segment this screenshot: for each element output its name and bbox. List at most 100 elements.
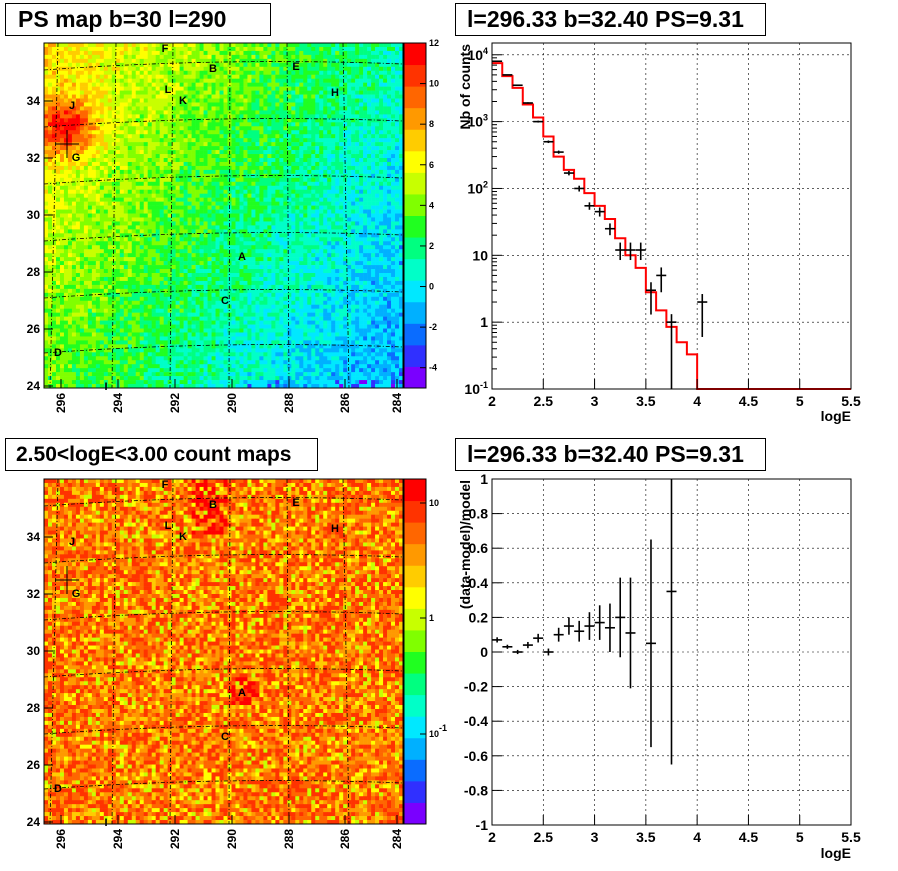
heatmap-cell [147, 213, 152, 218]
heatmap-cell [335, 54, 340, 60]
heatmap-cell [223, 229, 228, 234]
heatmap-cell [203, 229, 208, 234]
heatmap-cell [191, 237, 196, 242]
heatmap-cell [343, 205, 348, 210]
heatmap-cell [271, 253, 276, 258]
heatmap-cell [319, 185, 324, 191]
heatmap-cell [267, 221, 272, 226]
heatmap-cell [155, 126, 160, 131]
heatmap-cell [119, 50, 125, 56]
heatmap-cell [147, 43, 152, 48]
heatmap-cell [343, 114, 348, 119]
heatmap-cell [91, 114, 97, 119]
heatmap-cell [83, 54, 89, 60]
heatmap-cell [199, 205, 204, 210]
heatmap-cell [383, 58, 388, 64]
heatmap-cell [187, 165, 192, 171]
heatmap-cell [283, 237, 288, 242]
heatmap-cell [371, 82, 376, 87]
heatmap-cell [67, 102, 73, 107]
heatmap-cell [135, 237, 141, 242]
heatmap-cell [167, 245, 172, 250]
heatmap-cell [347, 209, 352, 214]
heatmap-cell [251, 110, 256, 115]
heatmap-cell [79, 146, 85, 151]
heatmap-cell [107, 173, 113, 179]
heatmap-cell [367, 257, 372, 262]
heatmap-cell [171, 201, 176, 206]
heatmap-cell [375, 197, 380, 202]
heatmap-cell [347, 229, 352, 234]
heatmap-cell [339, 217, 344, 222]
heatmap-cell [391, 122, 396, 127]
heatmap-cell [87, 217, 93, 222]
heatmap-cell [251, 161, 256, 167]
heatmap-cell [155, 74, 160, 79]
heatmap-cell [367, 253, 372, 258]
heatmap-cell [91, 177, 97, 183]
heatmap-cell [247, 181, 252, 187]
heatmap-cell [231, 241, 236, 246]
heatmap-cell [159, 62, 164, 68]
heatmap-cell [323, 161, 328, 167]
heatmap-cell [191, 94, 196, 99]
heatmap-cell [71, 169, 77, 175]
heatmap-cell [235, 177, 240, 183]
heatmap-cell [231, 221, 236, 226]
heatmap-cell [79, 233, 85, 238]
heatmap-cell [391, 50, 396, 56]
heatmap-cell [99, 158, 105, 163]
heatmap-cell [44, 221, 49, 226]
heatmap-cell [255, 205, 260, 210]
heatmap-cell [327, 78, 332, 83]
heatmap-cell [199, 245, 204, 250]
heatmap-cell [299, 161, 304, 167]
heatmap-cell [235, 205, 240, 210]
heatmap-cell [99, 261, 105, 266]
heatmap-cell [331, 161, 336, 167]
heatmap-cell [367, 158, 372, 163]
heatmap-cell [127, 205, 133, 210]
heatmap-cell [115, 173, 121, 179]
heatmap-cell [151, 138, 156, 143]
heatmap-cell [367, 54, 372, 60]
heatmap-cell [219, 43, 224, 48]
heatmap-cell [115, 74, 121, 79]
heatmap-cell [119, 118, 125, 123]
heatmap-cell [135, 122, 141, 127]
heatmap-cell [119, 205, 125, 210]
heatmap-cell [391, 193, 396, 198]
heatmap-cell [223, 213, 228, 218]
heatmap-cell [95, 94, 101, 99]
heatmap-cell [47, 50, 53, 56]
heatmap-cell [75, 146, 81, 151]
heatmap-cell [95, 253, 101, 258]
heatmap-cell [367, 169, 372, 175]
heatmap-cell [155, 150, 160, 155]
heatmap-cell [207, 257, 212, 262]
heatmap-cell [287, 43, 292, 48]
heatmap-cell [259, 193, 264, 198]
heatmap-cell [279, 114, 284, 119]
heatmap-cell [299, 233, 304, 238]
heatmap-cell [167, 173, 172, 179]
heatmap-cell [255, 217, 260, 222]
heatmap-cell [399, 94, 404, 99]
heatmap-cell [135, 241, 141, 246]
heatmap-cell [71, 134, 77, 139]
heatmap-cell [259, 185, 264, 191]
heatmap-cell [71, 122, 77, 127]
heatmap-cell [295, 43, 300, 48]
heatmap-cell [351, 138, 356, 143]
heatmap-cell [335, 150, 340, 155]
heatmap-cell [275, 43, 280, 48]
heatmap-cell [155, 94, 160, 99]
heatmap-cell [55, 158, 61, 163]
heatmap-cell [351, 122, 356, 127]
heatmap-cell [271, 181, 276, 187]
heatmap-cell [247, 201, 252, 206]
heatmap-cell [59, 114, 65, 119]
heatmap-cell [151, 82, 156, 87]
heatmap-cell [239, 158, 244, 163]
heatmap-cell [295, 54, 300, 60]
